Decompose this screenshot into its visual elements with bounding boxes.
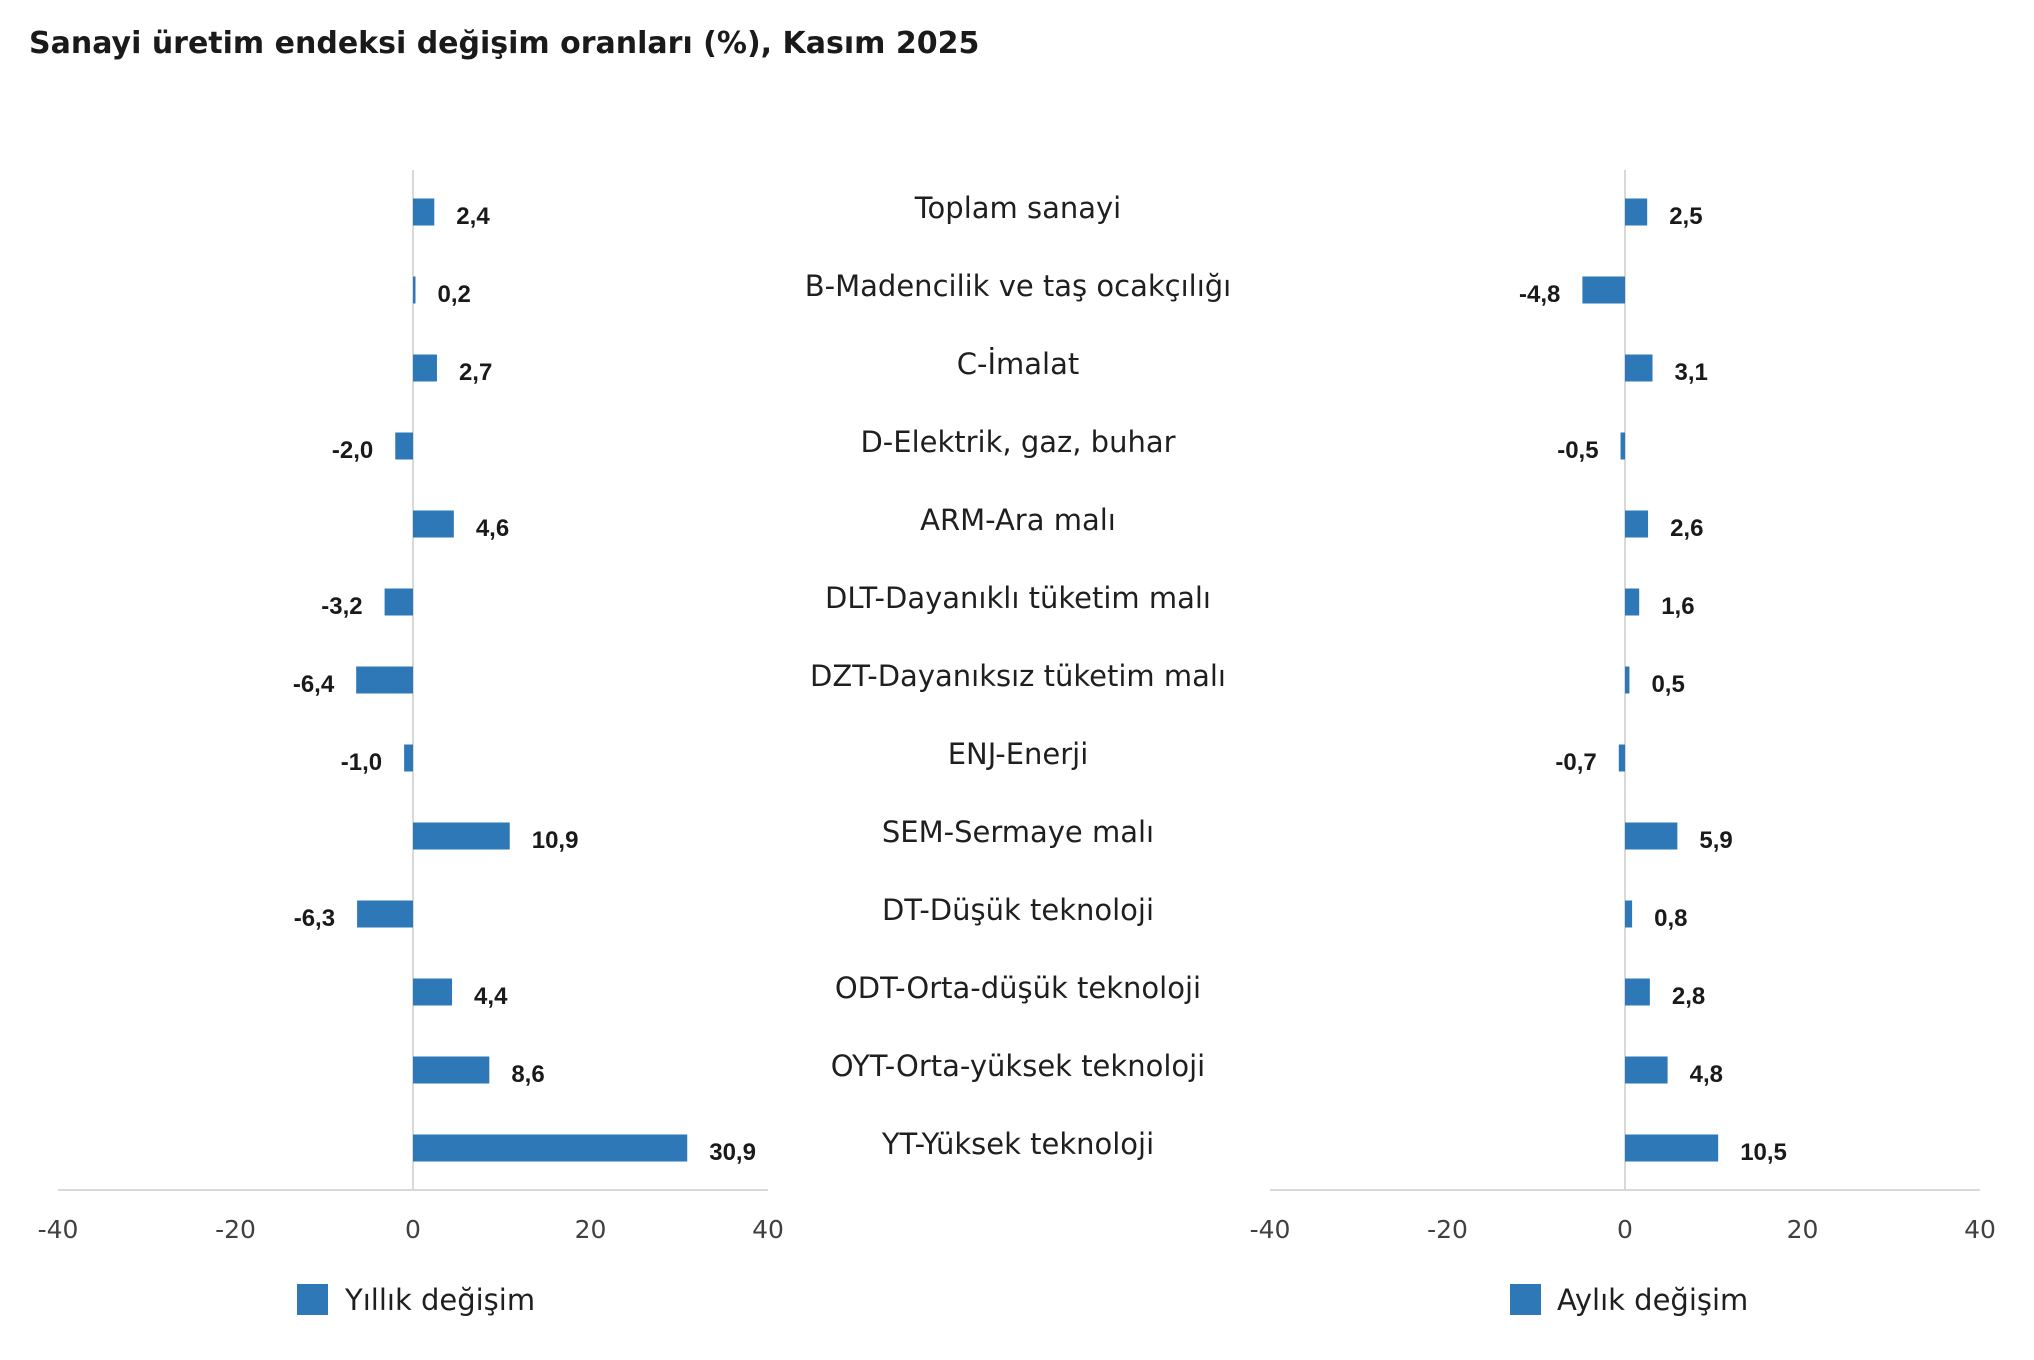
monthly-bar xyxy=(1620,432,1625,460)
annual-value-label: 4,4 xyxy=(474,983,508,1010)
annual-value-label: 0,2 xyxy=(438,281,471,308)
monthly-value-label: -0,5 xyxy=(1557,437,1598,464)
monthly-legend-label: Aylık değişim xyxy=(1557,1283,1748,1317)
panel-monthly: -40 -20 0 20 40 2,5 -4,8 3,1 -0,5 2,6 1,6 0,5 -0,7 5,… xyxy=(1250,170,1996,1317)
annual-bar xyxy=(413,354,437,382)
monthly-value-label: -0,7 xyxy=(1555,749,1596,776)
monthly-bar xyxy=(1625,354,1653,382)
annual-tick-label: 0 xyxy=(405,1215,421,1244)
annual-legend-label: Yıllık değişim xyxy=(344,1283,535,1317)
monthly-value-label: 4,8 xyxy=(1690,1061,1723,1088)
annual-value-label: 10,9 xyxy=(532,827,579,854)
annual-bar xyxy=(395,432,413,460)
category-label: D-Elektrik, gaz, buhar xyxy=(860,425,1175,459)
monthly-bar xyxy=(1625,666,1630,694)
monthly-tick-label: 20 xyxy=(1787,1215,1819,1244)
annual-bar xyxy=(356,666,413,694)
annual-tick-label: 20 xyxy=(575,1215,607,1244)
annual-value-label: -2,0 xyxy=(332,437,373,464)
monthly-bar xyxy=(1625,1056,1668,1084)
annual-bar xyxy=(413,198,435,226)
annual-bar xyxy=(413,510,454,538)
annual-legend-swatch xyxy=(297,1284,328,1315)
monthly-value-label: 3,1 xyxy=(1675,359,1708,386)
monthly-value-label: 2,5 xyxy=(1669,203,1702,230)
monthly-bar xyxy=(1582,276,1625,304)
monthly-bar xyxy=(1625,900,1633,928)
monthly-value-label: 1,6 xyxy=(1661,593,1694,620)
category-label: B-Madencilik ve taş ocakçılığı xyxy=(805,269,1231,303)
annual-bar xyxy=(413,1056,490,1084)
monthly-bar xyxy=(1625,1134,1719,1162)
monthly-value-label: 2,8 xyxy=(1672,983,1705,1010)
annual-value-label: -1,0 xyxy=(341,749,382,776)
annual-bar xyxy=(413,276,416,304)
category-label: DLT-Dayanıklı tüketim malı xyxy=(825,581,1211,615)
monthly-bar xyxy=(1618,744,1625,772)
category-label: C-İmalat xyxy=(957,347,1080,381)
category-label: SEM-Sermaye malı xyxy=(882,815,1154,849)
annual-value-label: 30,9 xyxy=(709,1139,756,1166)
annual-value-label: -6,3 xyxy=(294,905,335,932)
monthly-legend-swatch xyxy=(1510,1284,1541,1315)
monthly-tick-label: -40 xyxy=(1250,1215,1291,1244)
annual-bar xyxy=(413,1134,688,1162)
annual-bar xyxy=(413,978,453,1006)
annual-bar xyxy=(404,744,413,772)
category-label: ARM-Ara malı xyxy=(920,503,1116,537)
monthly-tick-label: 40 xyxy=(1964,1215,1996,1244)
annual-tick-label: 40 xyxy=(752,1215,784,1244)
monthly-bar xyxy=(1625,198,1648,226)
annual-value-label: 2,7 xyxy=(459,359,492,386)
category-label: ENJ-Enerji xyxy=(948,737,1089,771)
annual-tick-label: -40 xyxy=(38,1215,79,1244)
monthly-value-label: 10,5 xyxy=(1740,1139,1787,1166)
monthly-bar xyxy=(1625,510,1649,538)
category-label: DT-Düşük teknoloji xyxy=(882,893,1154,927)
category-labels: Toplam sanayi B-Madencilik ve taş ocakçıl… xyxy=(805,191,1231,1161)
category-label: DZT-Dayanıksız tüketim malı xyxy=(810,659,1226,693)
chart-title: Sanayi üretim endeksi değişim oranları (… xyxy=(29,26,980,61)
annual-value-label: 8,6 xyxy=(511,1061,544,1088)
monthly-value-label: 0,8 xyxy=(1654,905,1687,932)
monthly-value-label: 5,9 xyxy=(1699,827,1732,854)
annual-value-label: 2,4 xyxy=(456,203,490,230)
monthly-value-label: 0,5 xyxy=(1651,671,1684,698)
monthly-bar xyxy=(1625,822,1678,850)
category-label: Toplam sanayi xyxy=(914,191,1121,225)
annual-tick-label: -20 xyxy=(215,1215,256,1244)
monthly-tick-label: -20 xyxy=(1427,1215,1468,1244)
annual-bar xyxy=(357,900,413,928)
category-label: YT-Yüksek teknoloji xyxy=(881,1127,1154,1161)
monthly-bar xyxy=(1625,588,1640,616)
monthly-bar xyxy=(1625,978,1650,1006)
monthly-value-label: -4,8 xyxy=(1519,281,1560,308)
panel-annual: -40 -20 0 20 40 2,4 0,2 2,7 -2,0 4,6 -3,2 -6,4 -1,0 1… xyxy=(38,170,784,1317)
annual-value-label: -6,4 xyxy=(293,671,335,698)
monthly-value-label: 2,6 xyxy=(1670,515,1703,542)
monthly-tick-label: 0 xyxy=(1617,1215,1633,1244)
category-label: OYT-Orta-yüksek teknoloji xyxy=(831,1049,1205,1083)
annual-bar xyxy=(413,822,510,850)
annual-value-label: -3,2 xyxy=(321,593,362,620)
annual-value-label: 4,6 xyxy=(476,515,509,542)
category-label: ODT-Orta-düşük teknoloji xyxy=(835,971,1201,1005)
annual-bar xyxy=(384,588,413,616)
